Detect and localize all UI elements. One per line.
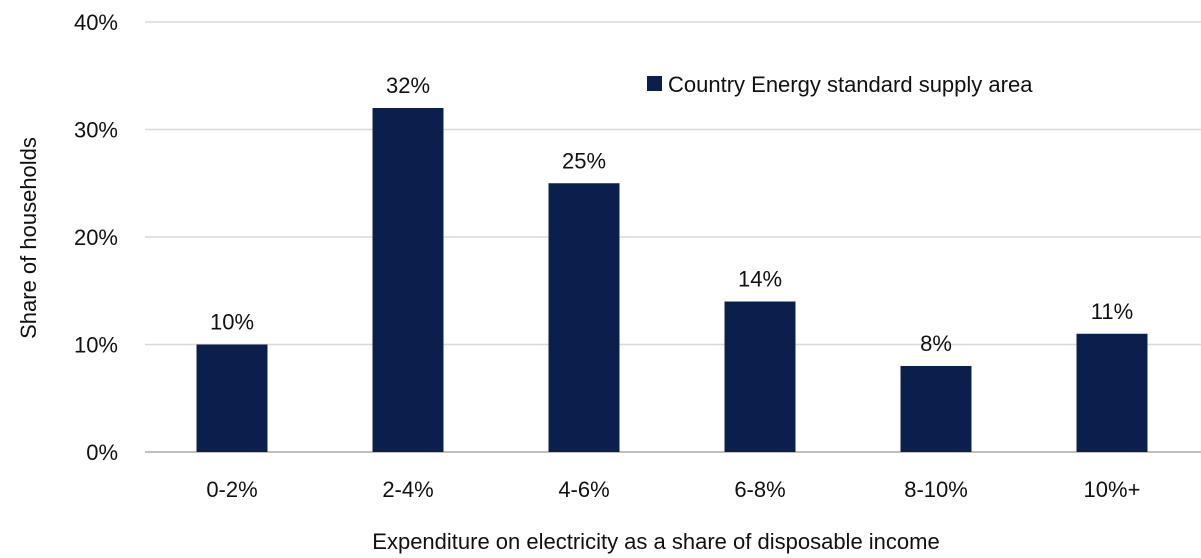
data-label: 8% <box>920 331 952 356</box>
y-tick-label: 30% <box>74 118 118 143</box>
data-label: 14% <box>738 267 782 292</box>
x-tick-label: 0-2% <box>206 477 257 502</box>
x-tick-label: 2-4% <box>382 477 433 502</box>
y-tick-label: 40% <box>74 10 118 35</box>
y-axis-title: Share of households <box>16 137 41 339</box>
x-axis-ticks: 0-2% 2-4% 4-6% 6-8% 8-10% 10%+ <box>206 477 1140 502</box>
legend-label: Country Energy standard supply area <box>668 72 1033 97</box>
gridlines <box>145 21 1201 453</box>
bars <box>196 108 1148 452</box>
y-axis-ticks: 0% 10% 20% 30% 40% <box>74 10 118 465</box>
x-tick-label: 10%+ <box>1084 477 1141 502</box>
bar <box>196 344 268 452</box>
legend: Country Energy standard supply area <box>647 72 1033 97</box>
bar <box>372 108 444 452</box>
data-labels: 10% 32% 25% 14% 8% 11% <box>210 73 1133 356</box>
data-label: 11% <box>1091 299 1133 324</box>
x-tick-label: 8-10% <box>904 477 968 502</box>
bar <box>900 366 972 452</box>
legend-swatch <box>647 76 662 91</box>
bar <box>1076 333 1148 452</box>
x-tick-label: 6-8% <box>734 477 785 502</box>
y-tick-label: 0% <box>86 440 118 465</box>
data-label: 25% <box>562 148 606 173</box>
x-tick-label: 4-6% <box>558 477 609 502</box>
bar <box>724 301 796 452</box>
data-label: 32% <box>386 73 430 98</box>
bar <box>548 183 620 452</box>
y-tick-label: 20% <box>74 225 118 250</box>
data-label: 10% <box>210 310 254 335</box>
y-tick-label: 10% <box>74 333 118 358</box>
x-axis-title: Expenditure on electricity as a share of… <box>372 529 939 554</box>
